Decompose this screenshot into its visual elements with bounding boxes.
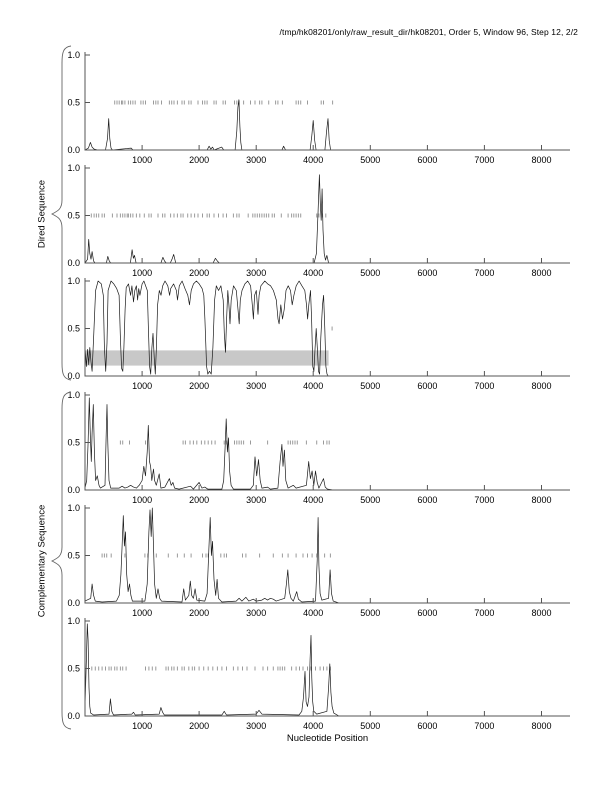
svg-text:8000: 8000 (531, 381, 551, 391)
svg-text:8000: 8000 (531, 721, 551, 731)
svg-text:7000: 7000 (474, 721, 494, 731)
svg-text:5000: 5000 (360, 495, 380, 505)
match-marks (91, 666, 331, 671)
svg-text:2000: 2000 (189, 608, 209, 618)
tick-labels: 0.0 0.5 1.0 1000 2000 3000 4000 5000 6000 7000 800… (67, 50, 551, 165)
svg-text:5000: 5000 (360, 721, 380, 731)
svg-text:0.5: 0.5 (67, 551, 80, 561)
svg-text:0.0: 0.0 (67, 371, 80, 381)
svg-text:4000: 4000 (303, 268, 323, 278)
svg-text:4000: 4000 (303, 155, 323, 165)
svg-text:1.0: 1.0 (67, 50, 80, 60)
svg-text:3000: 3000 (246, 608, 266, 618)
svg-text:8000: 8000 (531, 608, 551, 618)
signal-curve (84, 623, 570, 717)
svg-text:6000: 6000 (417, 495, 437, 505)
svg-text:0.0: 0.0 (67, 598, 80, 608)
svg-text:4000: 4000 (303, 495, 323, 505)
svg-text:5000: 5000 (360, 381, 380, 391)
svg-text:1.0: 1.0 (67, 616, 80, 626)
svg-text:3000: 3000 (246, 381, 266, 391)
svg-text:2000: 2000 (189, 495, 209, 505)
svg-text:8000: 8000 (531, 495, 551, 505)
threshold-band (85, 350, 329, 366)
svg-text:1000: 1000 (132, 268, 152, 278)
svg-text:3000: 3000 (246, 495, 266, 505)
panel-3-chart: 0.0 0.5 1.0 1000 2000 3000 4000 5000 6000 7000 800… (67, 276, 570, 391)
match-marks (101, 553, 331, 558)
svg-text:6000: 6000 (417, 608, 437, 618)
signal-curve (84, 507, 570, 604)
signal-curve (84, 280, 570, 377)
tick-labels: 0.0 0.5 1.0 1000 2000 3000 4000 5000 6000 7000 800… (67, 616, 551, 731)
match-marks (114, 100, 334, 105)
svg-text:0.0: 0.0 (67, 258, 80, 268)
svg-text:5000: 5000 (360, 268, 380, 278)
svg-text:1000: 1000 (132, 721, 152, 731)
x-axis-label: Nucleotide Position (286, 733, 369, 744)
svg-text:2000: 2000 (189, 155, 209, 165)
svg-text:0.5: 0.5 (67, 98, 80, 108)
svg-text:3000: 3000 (246, 268, 266, 278)
svg-text:1000: 1000 (132, 155, 152, 165)
svg-text:6000: 6000 (417, 721, 437, 731)
svg-text:4000: 4000 (303, 721, 323, 731)
signal-curve (84, 99, 570, 151)
svg-text:3000: 3000 (246, 155, 266, 165)
svg-text:6000: 6000 (417, 268, 437, 278)
svg-text:5000: 5000 (360, 608, 380, 618)
svg-text:1.0: 1.0 (67, 276, 80, 286)
svg-text:2000: 2000 (189, 268, 209, 278)
svg-text:7000: 7000 (474, 381, 494, 391)
svg-text:7000: 7000 (474, 495, 494, 505)
group-brace-complementary (50, 391, 72, 730)
svg-text:0.5: 0.5 (67, 211, 80, 221)
axes (84, 505, 570, 604)
tick-labels: 0.0 0.5 1.0 1000 2000 3000 4000 5000 6000 7000 800… (67, 276, 551, 391)
panel-4-chart: 0.0 0.5 1.0 1000 2000 3000 4000 5000 6000 7000 800… (67, 390, 570, 505)
axes (84, 392, 570, 491)
svg-text:0.5: 0.5 (67, 324, 80, 334)
svg-text:0.5: 0.5 (67, 438, 80, 448)
svg-text:1.0: 1.0 (67, 503, 80, 513)
svg-text:1000: 1000 (132, 495, 152, 505)
svg-text:3000: 3000 (246, 721, 266, 731)
svg-text:6000: 6000 (417, 381, 437, 391)
panel-6-chart: 0.0 0.5 1.0 1000 2000 3000 4000 5000 6000 7000 800… (67, 616, 570, 731)
svg-text:2000: 2000 (189, 721, 209, 731)
match-marks (119, 440, 330, 445)
svg-text:0.0: 0.0 (67, 485, 80, 495)
svg-text:2000: 2000 (189, 381, 209, 391)
match-marks (90, 213, 327, 218)
tick-labels: 0.0 0.5 1.0 1000 2000 3000 4000 5000 6000 7000 800… (67, 163, 551, 278)
svg-text:0.0: 0.0 (67, 145, 80, 155)
signal-curve (84, 397, 570, 491)
panel-5-chart: 0.0 0.5 1.0 1000 2000 3000 4000 5000 6000 7000 800… (67, 503, 570, 618)
svg-text:0.0: 0.0 (67, 711, 80, 721)
svg-text:7000: 7000 (474, 608, 494, 618)
svg-text:8000: 8000 (531, 268, 551, 278)
tick-labels: 0.0 0.5 1.0 1000 2000 3000 4000 5000 6000 7000 800… (67, 503, 551, 618)
svg-text:4000: 4000 (303, 608, 323, 618)
svg-text:8000: 8000 (531, 155, 551, 165)
svg-text:1000: 1000 (132, 608, 152, 618)
svg-text:1000: 1000 (132, 381, 152, 391)
panel-1-chart: 0.0 0.5 1.0 1000 2000 3000 4000 5000 6000 7000 800… (67, 50, 570, 165)
svg-text:5000: 5000 (360, 155, 380, 165)
svg-text:7000: 7000 (474, 268, 494, 278)
svg-text:1.0: 1.0 (67, 163, 80, 173)
svg-text:4000: 4000 (303, 381, 323, 391)
svg-text:1.0: 1.0 (67, 390, 80, 400)
figure-title: /tmp/hk08201/only/raw_result_dir/hk08201… (279, 27, 578, 37)
svg-text:0.5: 0.5 (67, 664, 80, 674)
svg-text:7000: 7000 (474, 155, 494, 165)
panel-2-chart: 0.0 0.5 1.0 1000 2000 3000 4000 5000 6000 7000 800… (67, 163, 570, 278)
tick-labels: 0.0 0.5 1.0 1000 2000 3000 4000 5000 6000 7000 800… (67, 390, 551, 505)
svg-text:6000: 6000 (417, 155, 437, 165)
signal-curve (84, 174, 570, 264)
group-brace-direct (50, 45, 72, 381)
